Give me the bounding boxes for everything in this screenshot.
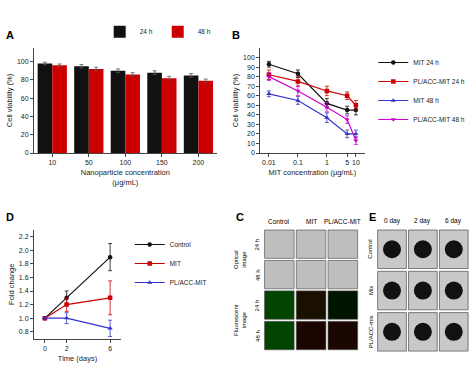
svg-text:Nanoparticle concentration(μg/: Nanoparticle concentration(μg/mL) — [81, 168, 170, 187]
svg-text:48 h: 48 h — [255, 330, 261, 342]
svg-text:2: 2 — [65, 345, 69, 352]
svg-text:24 h: 24 h — [140, 28, 153, 35]
svg-text:30: 30 — [247, 121, 255, 128]
svg-text:50: 50 — [85, 159, 93, 166]
svg-text:100: 100 — [17, 58, 29, 65]
svg-text:1.2: 1.2 — [19, 301, 29, 308]
svg-text:40: 40 — [247, 111, 255, 118]
svg-text:6 day: 6 day — [445, 217, 462, 225]
svg-text:10: 10 — [247, 140, 255, 147]
svg-text:MIT concentration (μg/mL): MIT concentration (μg/mL) — [268, 168, 356, 177]
svg-text:Control: Control — [170, 241, 192, 248]
svg-text:20: 20 — [21, 131, 29, 138]
svg-text:0: 0 — [43, 345, 47, 352]
svg-text:Cell viability (%): Cell viability (%) — [231, 73, 240, 127]
svg-text:1.0: 1.0 — [19, 315, 29, 322]
svg-text:200: 200 — [193, 159, 205, 166]
svg-text:1.6: 1.6 — [19, 274, 29, 281]
svg-text:D: D — [6, 211, 14, 223]
svg-text:6: 6 — [108, 345, 112, 352]
svg-text:0.1: 0.1 — [293, 159, 303, 166]
svg-text:Control: Control — [367, 239, 373, 258]
svg-text:2.0: 2.0 — [19, 247, 29, 254]
svg-text:Mix: Mix — [368, 286, 374, 295]
svg-text:B: B — [232, 29, 240, 41]
svg-text:100: 100 — [120, 159, 132, 166]
svg-text:10: 10 — [352, 159, 360, 166]
svg-text:PL/ACC-MIT: PL/ACC-MIT — [324, 218, 361, 225]
svg-text:MIT 48 h: MIT 48 h — [413, 97, 439, 104]
svg-text:50: 50 — [247, 102, 255, 109]
svg-text:0 day: 0 day — [384, 217, 401, 225]
svg-text:70: 70 — [247, 83, 255, 90]
svg-text:10: 10 — [48, 159, 56, 166]
svg-text:1.8: 1.8 — [19, 260, 29, 267]
svg-text:80: 80 — [247, 73, 255, 80]
svg-text:1: 1 — [325, 159, 329, 166]
svg-text:150: 150 — [156, 159, 168, 166]
svg-text:PL/ACC-MIT 48 h: PL/ACC-MIT 48 h — [413, 116, 465, 123]
svg-text:PL/ACC-MIT 24 h: PL/ACC-MIT 24 h — [413, 78, 465, 85]
svg-text:Cell viability (%): Cell viability (%) — [5, 73, 14, 127]
svg-text:MIT 24 h: MIT 24 h — [413, 59, 439, 66]
svg-text:90: 90 — [247, 64, 255, 71]
svg-text:60: 60 — [247, 92, 255, 99]
svg-text:PL/ACC-mix: PL/ACC-mix — [368, 315, 374, 348]
svg-text:80: 80 — [21, 76, 29, 83]
svg-text:48 h: 48 h — [255, 269, 261, 281]
svg-text:PL/ACC-MIT: PL/ACC-MIT — [170, 279, 207, 286]
svg-text:Fold change: Fold change — [7, 264, 16, 305]
svg-text:1.4: 1.4 — [19, 287, 29, 294]
svg-text:60: 60 — [21, 95, 29, 102]
svg-text:C: C — [236, 211, 244, 223]
svg-text:2.2: 2.2 — [19, 233, 29, 240]
svg-text:Control: Control — [268, 218, 290, 225]
svg-text:0: 0 — [251, 149, 255, 156]
svg-text:40: 40 — [21, 113, 29, 120]
svg-text:100: 100 — [243, 54, 255, 61]
svg-text:5: 5 — [345, 159, 349, 166]
svg-text:20: 20 — [247, 130, 255, 137]
svg-text:48 h: 48 h — [198, 28, 211, 35]
svg-text:2 day: 2 day — [414, 217, 431, 225]
svg-text:E: E — [369, 211, 376, 223]
svg-text:MIT: MIT — [170, 260, 181, 267]
svg-text:24 h: 24 h — [254, 300, 260, 312]
svg-text:Fluorescentimage: Fluorescentimage — [233, 304, 247, 336]
svg-text:A: A — [6, 29, 14, 41]
svg-text:MIT: MIT — [306, 218, 317, 225]
svg-text:0.01: 0.01 — [262, 159, 276, 166]
svg-text:Time (days): Time (days) — [58, 354, 98, 363]
svg-text:0.8: 0.8 — [19, 328, 29, 335]
svg-text:0: 0 — [25, 149, 29, 156]
svg-text:24 h: 24 h — [254, 239, 260, 251]
svg-text:Opticalimage: Opticalimage — [233, 250, 247, 269]
